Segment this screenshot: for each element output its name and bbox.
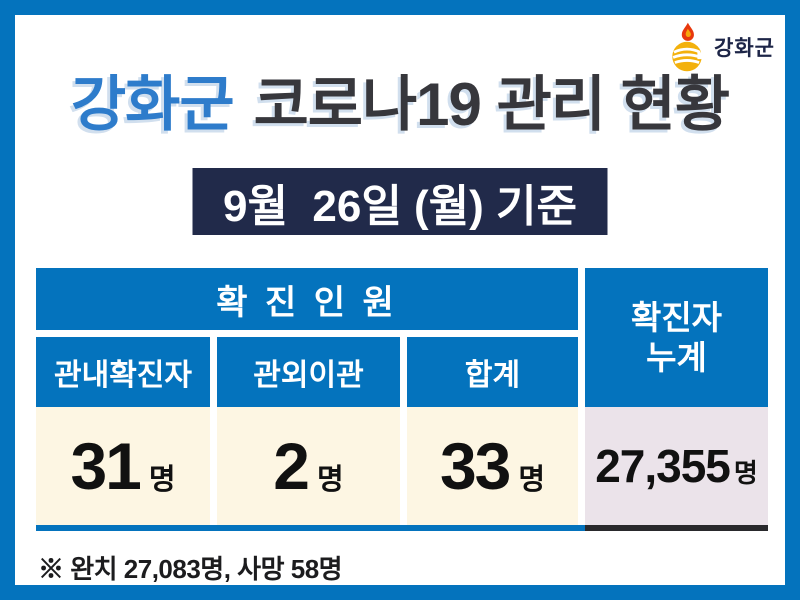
date-banner: 9월 26일 (월) 기준 — [192, 168, 608, 235]
local-confirmed-count: 31 — [70, 429, 141, 503]
cumulative-total-unit: 명 — [733, 458, 758, 488]
table-underline-blue — [36, 525, 585, 531]
column-header-local-confirmed: 관내확진자 — [36, 337, 210, 407]
logo: 강화군 — [666, 21, 775, 73]
transferred-out-unit: 명 — [317, 464, 344, 496]
footnote-recovered-deceased: ※ 완치 27,083명, 사망 58명 — [38, 554, 343, 584]
logo-text: 강화군 — [714, 37, 775, 60]
value-cell-total: 33 명 — [407, 407, 578, 525]
total-count: 33 — [439, 429, 511, 503]
table-underline-dark — [585, 525, 768, 531]
column-header-transferred-out: 관외이관 — [217, 337, 400, 407]
group-header-confirmed-persons: 확 진 인 원 — [36, 268, 578, 330]
local-confirmed-unit: 명 — [148, 464, 176, 496]
transferred-out-count: 2 — [273, 429, 310, 503]
value-cell-local-confirmed: 31 명 — [36, 407, 210, 525]
cumulative-total-count: 27,355 — [595, 440, 731, 492]
value-cell-cumulative-total: 27,355 명 — [585, 407, 768, 525]
ganghwa-emblem-icon — [672, 22, 705, 72]
status-table: 확 진 인 원 확진자 누계 관내확진자 관외이관 합계 31 명 2 명 33… — [36, 268, 768, 531]
title-rest: 코로나19 관리 현황 — [253, 71, 730, 138]
page-title: 강화군 코로나19 관리 현황 — [15, 67, 785, 142]
column-header-total: 합계 — [407, 337, 578, 407]
cumulative-total-header: 확진자 누계 — [585, 268, 768, 407]
title-region: 강화군 — [70, 71, 235, 138]
value-cell-transferred-out: 2 명 — [217, 407, 400, 525]
total-unit: 명 — [518, 464, 546, 496]
